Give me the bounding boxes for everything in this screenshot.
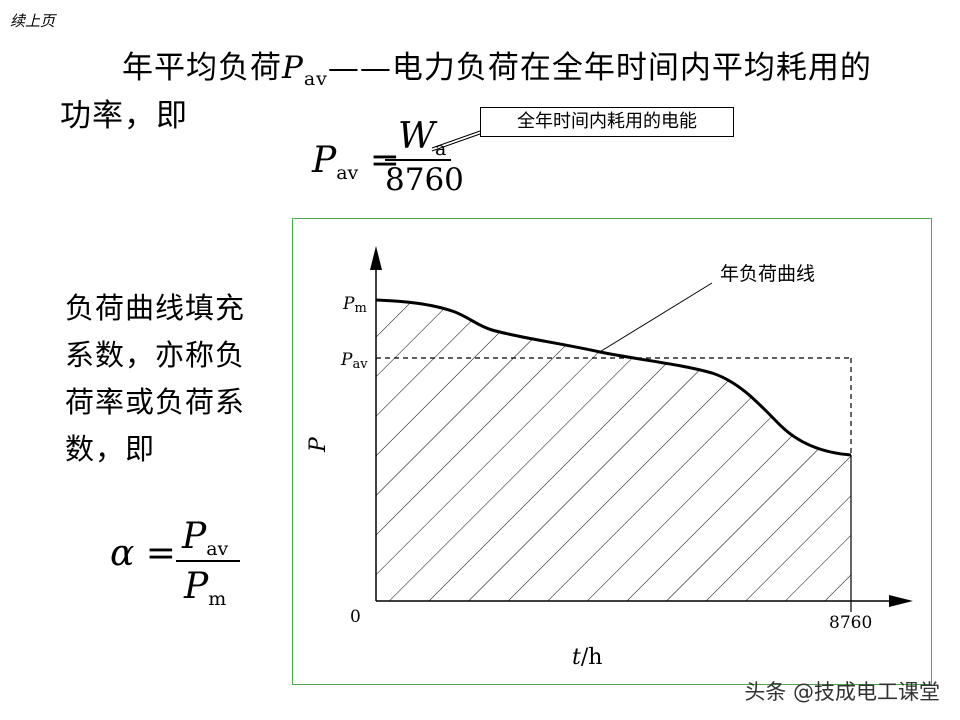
formula1-denominator: 8760 bbox=[385, 162, 464, 198]
formula2-lhs: α = bbox=[110, 533, 176, 574]
formula1-num-sub: a bbox=[435, 138, 447, 160]
energy-callout-box: 全年时间内耗用的电能 bbox=[480, 107, 734, 137]
side-line-3: 荷率或负荷系 bbox=[65, 385, 246, 419]
pav-label: Pav bbox=[340, 350, 368, 372]
side-line-4: 数，即 bbox=[65, 432, 156, 466]
load-factor-description: 负荷曲线填充 系数，亦称负 荷率或负荷系 数，即 bbox=[65, 285, 275, 473]
formula2-denominator: Pm bbox=[184, 566, 226, 610]
definition-symbol: P bbox=[282, 50, 304, 86]
continued-label: 续上页 bbox=[10, 12, 56, 30]
formula2-alpha: α bbox=[110, 533, 135, 574]
curve-label: 年负荷曲线 bbox=[720, 263, 815, 285]
formula1-num-symbol: W bbox=[398, 116, 436, 157]
definition-text: 电力负荷在全年时间内平均耗用的 bbox=[391, 50, 872, 86]
x-axis-label-unit: /h bbox=[581, 645, 603, 670]
formula2-fraction-bar bbox=[176, 560, 240, 562]
formula2-den-symbol: P bbox=[184, 566, 209, 607]
formula2-num-symbol: P bbox=[182, 516, 207, 557]
formula2-numerator: Pav bbox=[182, 516, 228, 560]
x-axis-label-var: t bbox=[572, 645, 581, 670]
side-line-2: 系数，亦称负 bbox=[65, 338, 246, 372]
formula2-den-sub: m bbox=[208, 588, 227, 610]
curve-label-leader bbox=[597, 282, 713, 354]
definition-term: 年平均负荷 bbox=[122, 50, 282, 86]
definition-line-1: 年平均负荷Pav——电力负荷在全年时间内平均耗用的 bbox=[122, 42, 872, 90]
side-line-1: 负荷曲线填充 bbox=[65, 291, 246, 325]
y-axis-label: P bbox=[306, 436, 331, 453]
hatched-energy-area bbox=[376, 300, 851, 601]
x-end-label: 8760 bbox=[829, 613, 872, 633]
formula2-num-sub: av bbox=[206, 538, 229, 560]
formula1-lhs-symbol: P bbox=[312, 140, 337, 181]
formula1-numerator: Wa bbox=[398, 116, 446, 160]
callout-leader-2 bbox=[431, 133, 481, 152]
formula1-fraction-bar bbox=[385, 159, 451, 161]
y-axis-arrow bbox=[370, 246, 382, 270]
definition-symbol-sub: av bbox=[303, 68, 328, 90]
origin-label: 0 bbox=[350, 607, 361, 627]
formula1-lhs-sub: av bbox=[336, 162, 359, 184]
pav-symbol: P bbox=[340, 350, 353, 370]
pm-label: Pm bbox=[342, 294, 367, 316]
watermark: 头条 @技成电工课堂 bbox=[744, 680, 940, 704]
callout-leader-1 bbox=[431, 130, 481, 149]
x-axis-arrow bbox=[889, 595, 913, 607]
formula1-lhs: Pav = bbox=[312, 140, 400, 184]
pm-symbol: P bbox=[342, 294, 355, 314]
pm-sub: m bbox=[354, 301, 366, 316]
formula2-equals: = bbox=[145, 533, 176, 574]
definition-line-2: 功率，即 bbox=[60, 98, 188, 134]
diagram-frame bbox=[292, 218, 932, 685]
pav-sub: av bbox=[352, 357, 368, 372]
x-axis-label: t/h bbox=[572, 645, 602, 670]
definition-dash: —— bbox=[327, 50, 392, 86]
